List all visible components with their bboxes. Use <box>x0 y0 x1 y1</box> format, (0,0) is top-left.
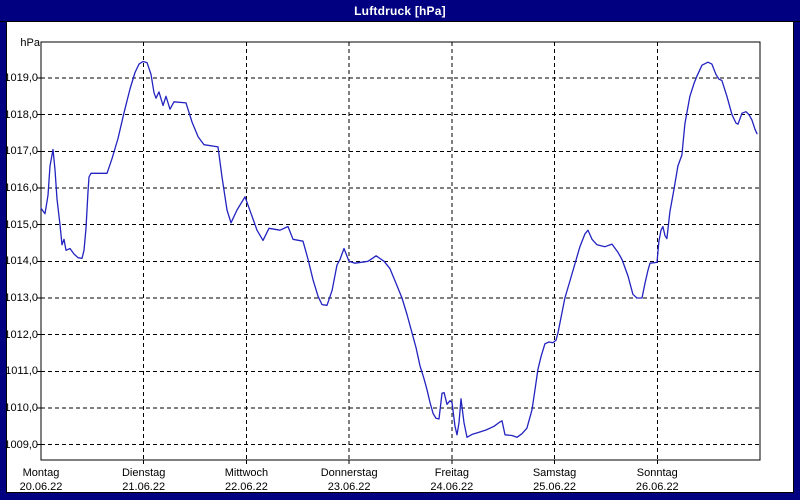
day-name: Sonntag <box>636 467 678 479</box>
x-tick-label-dienstag: Dienstag 21.06.22 <box>99 466 189 494</box>
y-tick-label: 1015,0 <box>4 218 38 231</box>
y-axis-unit-label: hPa <box>20 37 40 49</box>
day-name: Samstag <box>532 467 577 479</box>
day-name: Dienstag <box>121 467 166 479</box>
chart-panel <box>6 21 794 493</box>
y-tick-label: 1018,0 <box>4 108 38 121</box>
window-title: Luftdruck [hPa] <box>354 3 446 18</box>
y-tick-label: 1017,0 <box>4 145 38 158</box>
day-date: 23.06.22 <box>327 481 371 493</box>
x-tick-label-freitag: Freitag 24.06.22 <box>407 466 497 494</box>
day-date: 20.06.22 <box>19 481 63 493</box>
y-tick-label: 1010,0 <box>4 402 38 414</box>
window-titlebar: Luftdruck [hPa] <box>0 0 800 22</box>
x-tick-label-montag: Montag 20.06.22 <box>0 466 86 494</box>
day-date: 21.06.22 <box>122 481 166 493</box>
day-date: 26.06.22 <box>635 481 679 493</box>
day-date: 22.06.22 <box>225 481 268 493</box>
y-tick-label: 1012,0 <box>4 328 38 341</box>
day-name: Donnerstag <box>320 467 378 479</box>
y-tick-label: 1016,0 <box>4 182 38 194</box>
x-tick-label-samstag: Samstag 25.06.22 <box>510 466 600 494</box>
y-tick-label: 1011,0 <box>5 365 38 378</box>
y-tick-label: 1013,0 <box>4 292 38 304</box>
x-tick-label-donnerstag: Donnerstag 23.06.22 <box>304 466 394 494</box>
day-date: 25.06.22 <box>533 481 576 493</box>
x-tick-label-mittwoch: Mittwoch 22.06.22 <box>201 466 291 494</box>
x-tick-label-sonntag: Sonntag 26.06.22 <box>612 466 702 494</box>
day-name: Freitag <box>434 467 469 479</box>
day-date: 24.06.22 <box>430 481 474 493</box>
day-name: Montag <box>22 467 60 479</box>
day-name: Mittwoch <box>224 467 269 479</box>
y-tick-label: 1014,0 <box>4 255 38 268</box>
y-tick-label: 1009,0 <box>4 438 38 451</box>
y-tick-label: 1019,0 <box>4 72 38 84</box>
